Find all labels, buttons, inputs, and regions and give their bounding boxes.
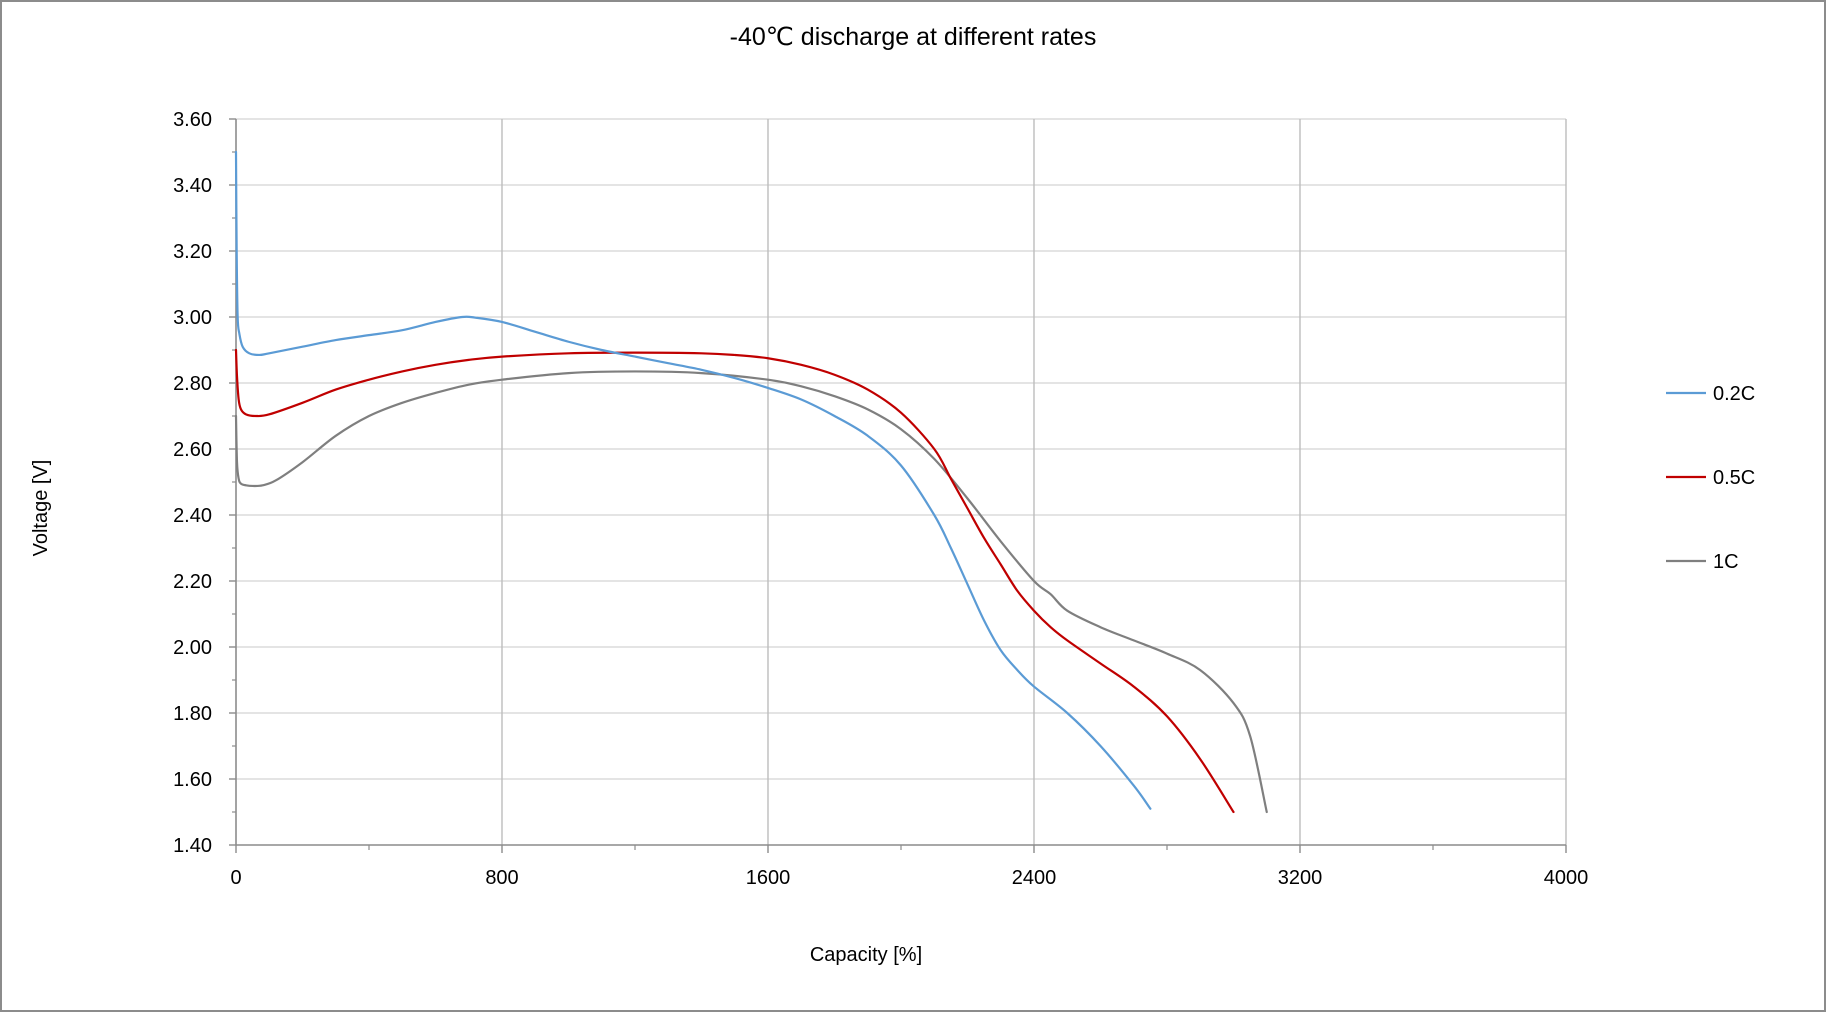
y-tick-label: 3.60 xyxy=(173,109,212,131)
y-tick-label: 2.20 xyxy=(173,571,212,593)
y-tick-label: 2.80 xyxy=(173,373,212,395)
x-tick-label: 3200 xyxy=(1278,867,1323,889)
series-lines xyxy=(234,150,1268,814)
legend-label-0-5c: 0.5C xyxy=(1713,467,1755,489)
x-axis-title: Capacity [%] xyxy=(810,944,922,966)
series-line-1c xyxy=(234,370,1268,814)
y-tick-label: 1.40 xyxy=(173,835,212,857)
series-line-0-5c xyxy=(234,348,1235,814)
legend: 0.2C 0.5C 1C xyxy=(1666,383,1755,573)
x-tick-label: 4000 xyxy=(1544,867,1589,889)
y-tick-label: 1.80 xyxy=(173,703,212,725)
x-tick-label: 2400 xyxy=(1012,867,1057,889)
x-tick-label: 800 xyxy=(485,867,518,889)
axes: 1.40 1.60 1.80 2.00 2.20 2.40 2.60 2.80 3.00 3.20… xyxy=(173,109,1588,889)
y-tick-label: 1.60 xyxy=(173,769,212,791)
gridlines xyxy=(236,118,1567,845)
chart-title: -40℃ discharge at different rates xyxy=(730,23,1097,51)
x-tick-label: 0 xyxy=(230,867,241,889)
series-line-0-2c xyxy=(234,150,1152,810)
y-tick-label: 3.20 xyxy=(173,241,212,263)
y-tick-label: 3.40 xyxy=(173,175,212,197)
legend-label-0-2c: 0.2C xyxy=(1713,383,1755,405)
y-tick-label: 2.60 xyxy=(173,439,212,461)
y-tick-label: 2.40 xyxy=(173,505,212,527)
y-tick-label: 3.00 xyxy=(173,307,212,329)
y-tick-label: 2.00 xyxy=(173,637,212,659)
y-axis-title: Voltage [V] xyxy=(30,460,52,557)
x-tick-label: 1600 xyxy=(746,867,791,889)
legend-label-1c: 1C xyxy=(1713,551,1739,573)
